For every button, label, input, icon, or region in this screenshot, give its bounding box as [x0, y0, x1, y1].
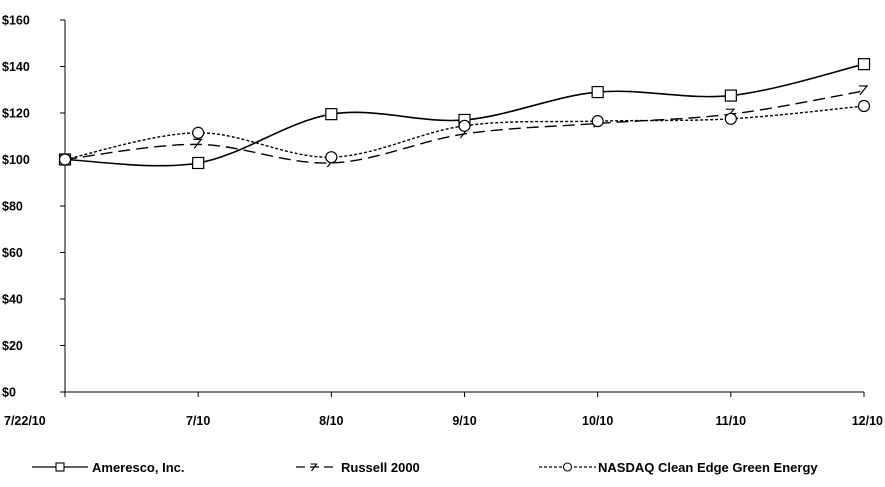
x-tick-label: 10/10 [582, 414, 613, 428]
data-point-circle [458, 119, 471, 132]
chart-axes [64, 20, 864, 393]
legend-label: Ameresco, Inc. [92, 460, 185, 475]
series-circle [58, 99, 871, 166]
y-tick-label: $140 [2, 60, 30, 74]
data-point-square [325, 108, 338, 121]
data-point-circle [857, 99, 871, 113]
legend-item: Russell 2000 [296, 460, 420, 475]
data-point-circle [591, 115, 604, 128]
data-point-triangle [193, 138, 203, 149]
chart-legend: Ameresco, Inc. Russell 2000 NASDAQ Clean E… [32, 460, 818, 475]
data-point-square [192, 156, 205, 170]
data-point-circle [192, 126, 205, 139]
legend-label: Russell 2000 [341, 460, 420, 475]
y-tick-label: $40 [2, 293, 23, 307]
data-point-square [591, 85, 604, 99]
data-point-circle [58, 153, 72, 166]
legend-marker-triangle [310, 463, 318, 472]
x-tick-label: 12/10 [852, 414, 883, 428]
data-point-circle [325, 151, 338, 164]
y-tick-label: $0 [2, 386, 16, 400]
y-tick-label: $80 [2, 200, 23, 214]
y-tick-label: $160 [2, 14, 30, 28]
data-point-square [724, 89, 737, 102]
y-tick-label: $60 [2, 246, 23, 260]
legend-label: NASDAQ Clean Edge Green Energy [598, 460, 818, 475]
legend-marker-square [55, 462, 65, 472]
x-tick-label: 7/22/10 [4, 414, 46, 428]
data-point-square [857, 58, 871, 71]
y-tick-label: $120 [2, 107, 30, 121]
legend-item: NASDAQ Clean Edge Green Energy [539, 460, 818, 475]
data-point-triangle [859, 85, 868, 96]
series-lines [58, 58, 871, 170]
y-tick-label: $20 [2, 339, 23, 353]
series-square [58, 58, 871, 170]
x-tick-label: 11/10 [716, 414, 747, 428]
x-tick-label: 9/10 [452, 414, 476, 428]
y-axis-ticks: $0 $20 $40 $60 $80 $100 $120 $140 $160 [2, 14, 65, 400]
y-tick-label: $100 [2, 153, 30, 167]
data-point-circle [724, 112, 737, 125]
legend-marker-circle [562, 462, 573, 472]
x-tick-label: 8/10 [319, 414, 343, 428]
x-tick-label: 7/10 [186, 414, 210, 428]
x-axis-ticks: 7/22/10 7/10 8/10 9/10 10/10 11/10 12/10 [4, 392, 883, 428]
legend-item: Ameresco, Inc. [32, 460, 185, 475]
